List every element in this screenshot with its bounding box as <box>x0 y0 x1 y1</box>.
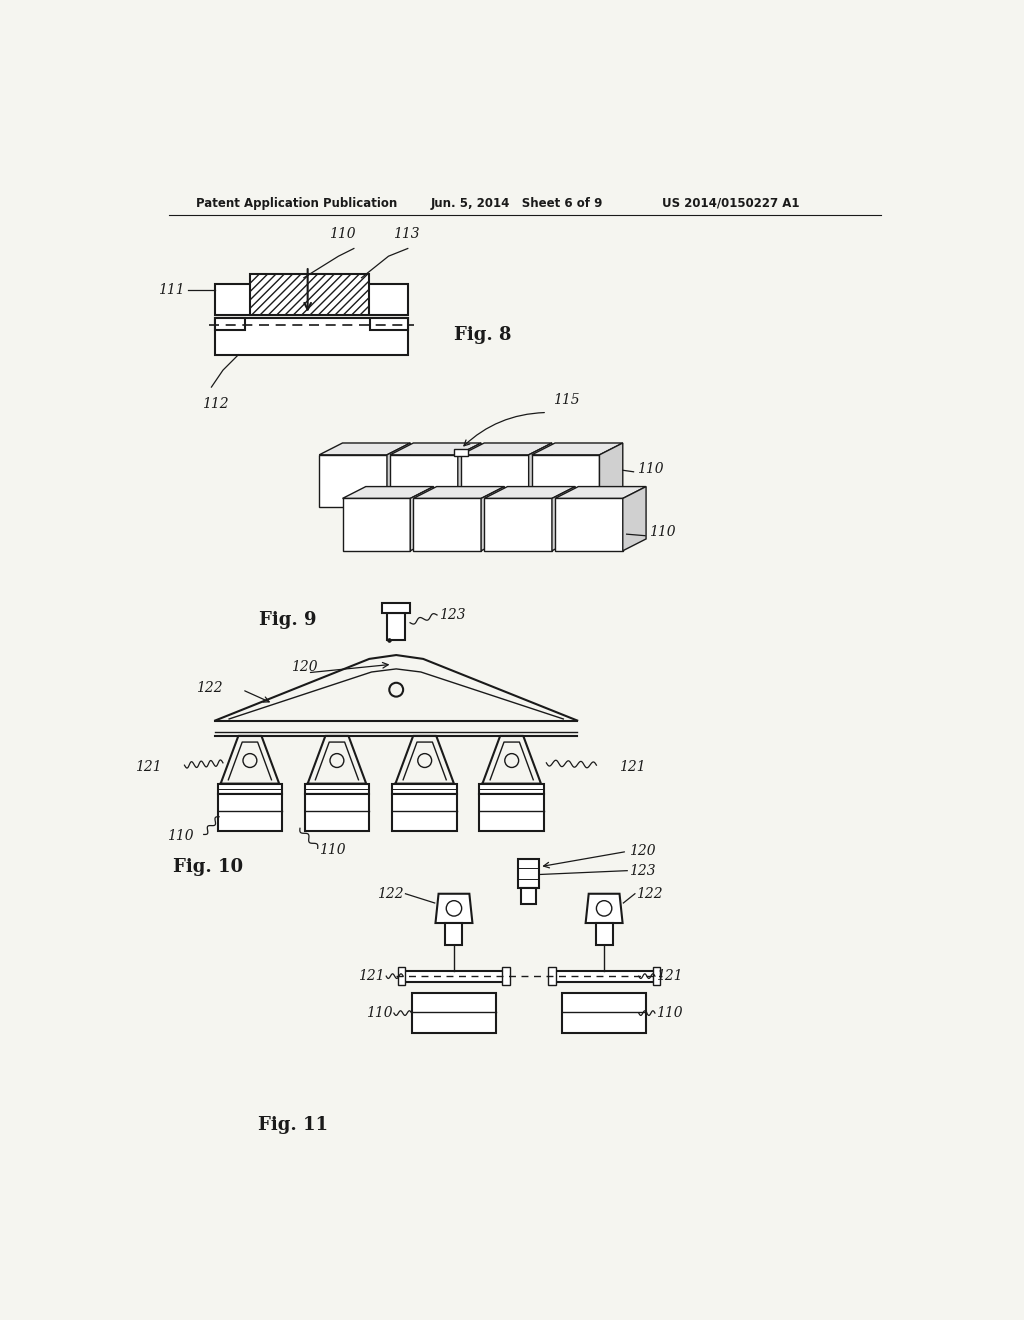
Text: 112: 112 <box>202 397 228 411</box>
Polygon shape <box>390 444 481 455</box>
Text: 121: 121 <box>135 760 162 774</box>
Text: 122: 122 <box>377 887 403 900</box>
Bar <box>479 784 544 795</box>
Text: 110: 110 <box>366 1006 392 1020</box>
Polygon shape <box>484 487 575 499</box>
Bar <box>304 795 370 832</box>
Bar <box>370 318 408 330</box>
Bar <box>445 923 463 945</box>
Polygon shape <box>342 499 411 550</box>
Bar <box>387 612 406 640</box>
Bar <box>397 966 406 985</box>
Bar <box>521 888 537 904</box>
Polygon shape <box>586 894 623 923</box>
Text: 110: 110 <box>319 843 346 857</box>
Text: 122: 122 <box>197 681 223 696</box>
Text: 123: 123 <box>438 609 465 622</box>
Polygon shape <box>390 455 458 507</box>
Text: 110: 110 <box>637 462 664 475</box>
Bar <box>562 993 646 1034</box>
Bar <box>392 784 457 795</box>
Text: 120: 120 <box>291 660 317 673</box>
Bar <box>518 859 540 888</box>
Polygon shape <box>531 444 623 455</box>
Polygon shape <box>319 455 387 507</box>
Text: US 2014/0150227 A1: US 2014/0150227 A1 <box>662 197 800 210</box>
Polygon shape <box>461 455 528 507</box>
Bar <box>217 795 283 832</box>
Bar <box>479 795 544 832</box>
Text: Fig. 9: Fig. 9 <box>259 611 316 630</box>
Text: Jun. 5, 2014   Sheet 6 of 9: Jun. 5, 2014 Sheet 6 of 9 <box>431 197 603 210</box>
Text: 120: 120 <box>629 845 655 858</box>
Text: 122: 122 <box>637 887 664 900</box>
Polygon shape <box>342 487 433 499</box>
Polygon shape <box>458 444 481 507</box>
Bar <box>217 784 283 795</box>
Text: 110: 110 <box>649 525 676 539</box>
Polygon shape <box>461 444 552 455</box>
Bar <box>392 795 457 832</box>
Text: 110: 110 <box>329 227 355 240</box>
Polygon shape <box>414 499 481 550</box>
Bar <box>652 966 660 985</box>
Text: Patent Application Publication: Patent Application Publication <box>196 197 397 210</box>
Text: 115: 115 <box>553 393 580 407</box>
Bar <box>250 275 370 314</box>
Text: Fig. 11: Fig. 11 <box>258 1115 328 1134</box>
Polygon shape <box>414 487 505 499</box>
Text: 113: 113 <box>393 227 420 240</box>
Polygon shape <box>555 499 623 550</box>
Text: 110: 110 <box>167 829 194 843</box>
Polygon shape <box>599 444 623 507</box>
Bar <box>215 318 408 355</box>
Text: 110: 110 <box>656 1006 683 1020</box>
Bar <box>403 970 504 982</box>
Polygon shape <box>528 444 552 507</box>
Polygon shape <box>435 894 472 923</box>
Polygon shape <box>481 487 505 550</box>
Text: 121: 121 <box>620 760 646 774</box>
Text: Fig. 8: Fig. 8 <box>454 326 511 345</box>
Bar <box>412 993 497 1034</box>
Text: 121: 121 <box>656 969 683 983</box>
Text: 121: 121 <box>358 969 385 983</box>
Polygon shape <box>484 499 552 550</box>
Bar <box>548 966 556 985</box>
Bar <box>215 318 246 330</box>
Bar <box>554 970 654 982</box>
Polygon shape <box>411 487 433 550</box>
Bar <box>454 449 468 457</box>
Polygon shape <box>552 487 575 550</box>
Polygon shape <box>319 444 411 455</box>
Bar <box>596 923 612 945</box>
Polygon shape <box>531 455 599 507</box>
Bar <box>215 284 408 314</box>
Text: 123: 123 <box>629 863 655 878</box>
Polygon shape <box>555 487 646 499</box>
Text: 111: 111 <box>158 282 184 297</box>
Polygon shape <box>623 487 646 550</box>
Polygon shape <box>387 444 411 507</box>
Bar <box>503 966 510 985</box>
Bar <box>382 603 410 614</box>
Bar <box>304 784 370 795</box>
Text: Fig. 10: Fig. 10 <box>173 858 243 875</box>
